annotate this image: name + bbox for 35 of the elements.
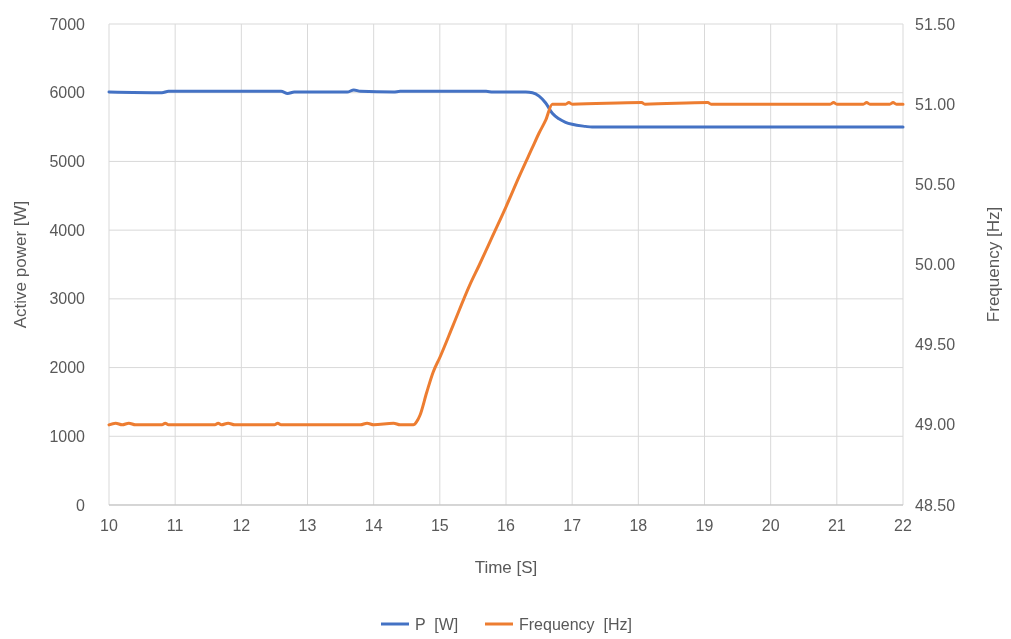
y-tick-label: 7000 xyxy=(49,15,86,33)
x-tick-label: 13 xyxy=(298,517,317,534)
y-axis-title: Active power [W] xyxy=(11,200,30,329)
x-tick-label: 19 xyxy=(695,517,714,534)
line-series xyxy=(107,101,905,427)
x-tick-label: 10 xyxy=(100,517,118,534)
y-tick-label: 3000 xyxy=(49,290,86,308)
x-tick-label: 14 xyxy=(364,517,383,534)
x-tick-label: 21 xyxy=(827,517,846,534)
x-tick-label: 22 xyxy=(894,517,912,534)
legend-label: P [W] xyxy=(415,616,459,633)
y2-tick-label: 49.50 xyxy=(915,336,956,354)
y-tick-label: 5000 xyxy=(49,153,86,171)
x-tick-label: 12 xyxy=(232,517,251,534)
y-tick-label: 1000 xyxy=(49,427,86,445)
line-series xyxy=(107,88,905,129)
y2-tick-label: 50.50 xyxy=(915,175,956,193)
y2-tick-label: 51.00 xyxy=(915,95,956,113)
y2-tick-label: 48.50 xyxy=(915,496,956,514)
legend-label: Frequency [Hz] xyxy=(519,616,632,633)
x-tick-label: 15 xyxy=(430,517,449,534)
y-tick-label: 2000 xyxy=(49,359,86,377)
x-tick-label: 18 xyxy=(629,517,648,534)
x-tick-label: 20 xyxy=(761,517,780,534)
y2-tick-label: 51.50 xyxy=(915,15,956,33)
x-tick-label: 16 xyxy=(497,517,515,534)
x-tick-label: 11 xyxy=(166,517,184,534)
y2-axis-title: Frequency [Hz] xyxy=(984,206,1003,323)
x-tick-label: 17 xyxy=(563,517,582,534)
y-tick-label: 0 xyxy=(76,496,86,514)
x-axis-title: Time [S] xyxy=(474,558,538,577)
y2-tick-label: 49.00 xyxy=(915,416,956,434)
y2-tick-label: 50.00 xyxy=(915,256,956,274)
y-tick-label: 6000 xyxy=(49,84,86,102)
y-tick-label: 4000 xyxy=(49,221,86,239)
